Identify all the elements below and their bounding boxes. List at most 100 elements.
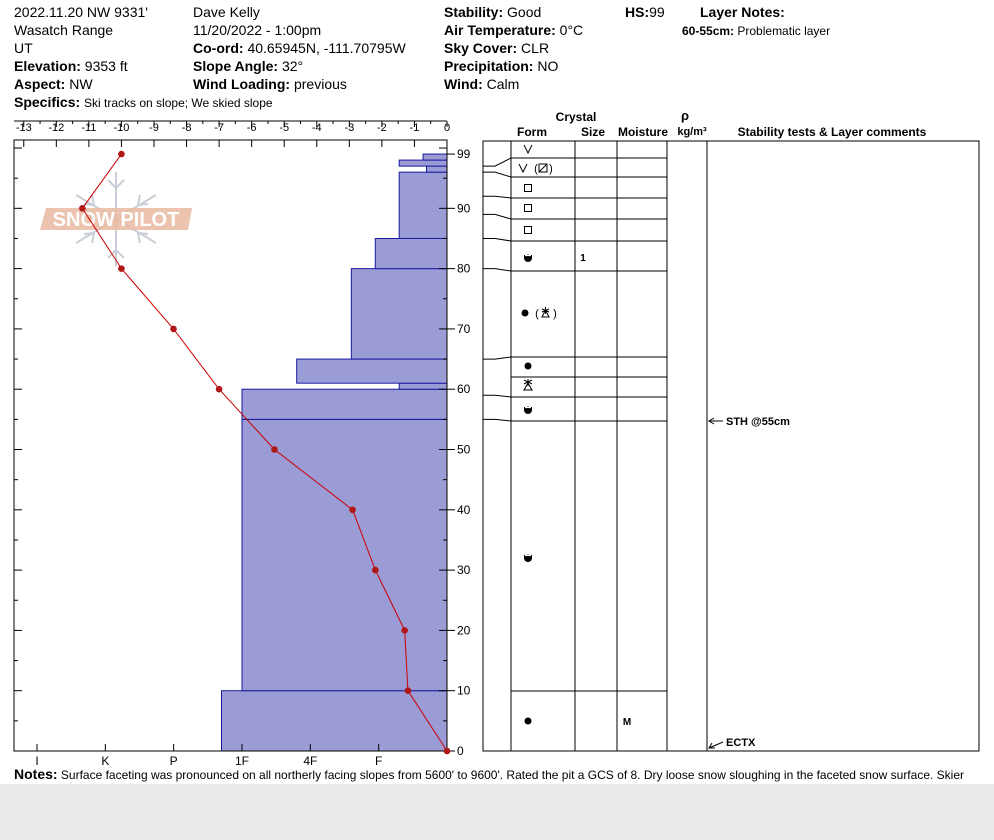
layer-connector (483, 213, 512, 220)
hardness-bar (374, 237, 448, 270)
temp-tick-label: -10 (113, 122, 129, 134)
depth-tick-label: 99 (457, 147, 471, 161)
stability-arrowhead (708, 417, 715, 425)
plot-frame (13, 139, 448, 752)
hardness-bar (398, 171, 448, 239)
layer-connector (483, 418, 512, 422)
rounded-with-depth-hoar-icon: () (521, 307, 557, 320)
coord-label: Co-ord: (193, 40, 244, 56)
temp-tick-label: 0 (444, 122, 450, 134)
stability-row: Stability: Good (444, 3, 541, 21)
stability-table-frame (482, 140, 980, 752)
temperature-point (118, 150, 125, 158)
specifics-label: Specifics: (14, 94, 81, 110)
layer-connector (483, 268, 512, 272)
density-symbol: ρ (681, 108, 689, 123)
temp-tick-label: -1 (410, 122, 420, 134)
faceted-icon (524, 226, 532, 234)
density-unit: kg/m³ (677, 126, 707, 138)
air-temp-label: Air Temperature: (444, 22, 556, 38)
notes-text: Surface faceting was pronounced on all n… (60, 768, 964, 782)
wind-loading-label: Wind Loading: (193, 76, 291, 92)
aspect-value: NW (69, 76, 93, 92)
wind-label: Wind: (444, 76, 483, 92)
temp-tick-label: -4 (312, 122, 322, 134)
coord-row: Co-ord: 40.65945N, -111.70795W (193, 39, 406, 57)
air-temp-value: 0°C (559, 22, 584, 38)
temperature-point (372, 566, 379, 574)
snow-profile-chart: SNOW PILOT -13 -12 -11 -10 -9 -8 -7 -6 -5 -4 -3 -2-… (13, 108, 980, 768)
precip-row: Precipitation: NO (444, 57, 558, 75)
layer-connector (483, 237, 512, 242)
specifics-value: Ski tracks on slope; We skied slope (84, 96, 273, 110)
depth-tick-label: 0 (457, 744, 464, 758)
svg-text:): ) (549, 163, 553, 175)
temperature-point (404, 687, 412, 695)
crystal-size: 1 (580, 253, 586, 264)
temp-tick-label: -13 (16, 122, 32, 134)
elevation-value: 9353 ft (84, 58, 128, 74)
stability-comment: STH @55cm (726, 416, 790, 428)
precip-value: NO (537, 58, 559, 74)
layer-connector (483, 195, 512, 199)
hardness-tick-label: 4F (303, 754, 317, 768)
temp-tick-label: -9 (149, 122, 159, 134)
depth-tick-label: 30 (457, 563, 471, 577)
temperature-point (349, 506, 356, 514)
specifics-row: Specifics: Ski tracks on slope; We skied… (14, 93, 273, 112)
sky-cover-value: CLR (521, 40, 550, 56)
new-snow-with-rounding-facets-icon: () (518, 163, 553, 175)
temperature-point (271, 446, 278, 453)
rounded-icon (524, 717, 532, 725)
layer-connector (483, 171, 512, 178)
hardness-tick-label: P (170, 754, 178, 768)
hardness-tick-label: F (375, 754, 382, 768)
snowpilot-logo-text: SNOW PILOT (53, 209, 180, 231)
wind-loading-row: Wind Loading: previous (193, 75, 347, 93)
temp-tick-label: -5 (279, 122, 289, 134)
faceted-icon (524, 204, 532, 212)
svg-text:(: ( (535, 308, 539, 320)
temp-tick-label: -12 (48, 122, 64, 134)
depth-tick-label: 50 (457, 443, 471, 457)
temp-tick-label: -3 (344, 122, 354, 134)
stability-arrow (708, 741, 724, 749)
hs-value: 99 (649, 4, 665, 20)
hardness-bar (422, 153, 448, 161)
layer-connector (483, 356, 512, 360)
depth-tick-label: 20 (457, 623, 471, 637)
hardness-bar (398, 159, 448, 167)
moisture-value: M (623, 717, 631, 728)
hardness-bar (398, 382, 448, 390)
observer: Dave Kelly (193, 4, 260, 20)
precip-label: Precipitation: (444, 58, 534, 74)
hardness-tick-label: I (35, 754, 38, 768)
snowpilot-logo: SNOW PILOT (40, 172, 192, 266)
state: UT (14, 40, 33, 56)
layer-note-text: Problematic layer (737, 24, 831, 38)
faceted-icon (524, 184, 532, 192)
aspect-row: Aspect: NW (14, 75, 93, 93)
hardness-tick-label: 1F (235, 754, 249, 768)
stability-comment: ECTX (726, 737, 756, 749)
hardness-tick-label: K (101, 754, 109, 768)
temperature-point (118, 265, 125, 272)
depth-tick-label: 80 (457, 262, 471, 276)
notes-row: Notes: Surface faceting was pronounced o… (14, 766, 964, 782)
layer-note-range: 60-55cm: (682, 24, 735, 38)
stability-arrowhead (708, 742, 715, 749)
hs-label: HS: (625, 4, 650, 20)
hardness-bar (426, 165, 448, 173)
temperature-point (79, 205, 86, 212)
stability-value: Good (507, 4, 542, 20)
elevation-row: Elevation: 9353 ft (14, 57, 128, 75)
hardness-bar (296, 358, 448, 384)
hardness-bar (350, 268, 448, 360)
sky-cover-row: Sky Cover: CLR (444, 39, 549, 57)
depth-tick-label: 90 (457, 201, 471, 215)
depth-tick-label: 40 (457, 503, 471, 517)
temp-tick-label: -8 (182, 122, 192, 134)
layer-connector (483, 157, 512, 167)
depth-tick-label: 60 (457, 382, 471, 396)
elevation-label: Elevation: (14, 58, 81, 74)
